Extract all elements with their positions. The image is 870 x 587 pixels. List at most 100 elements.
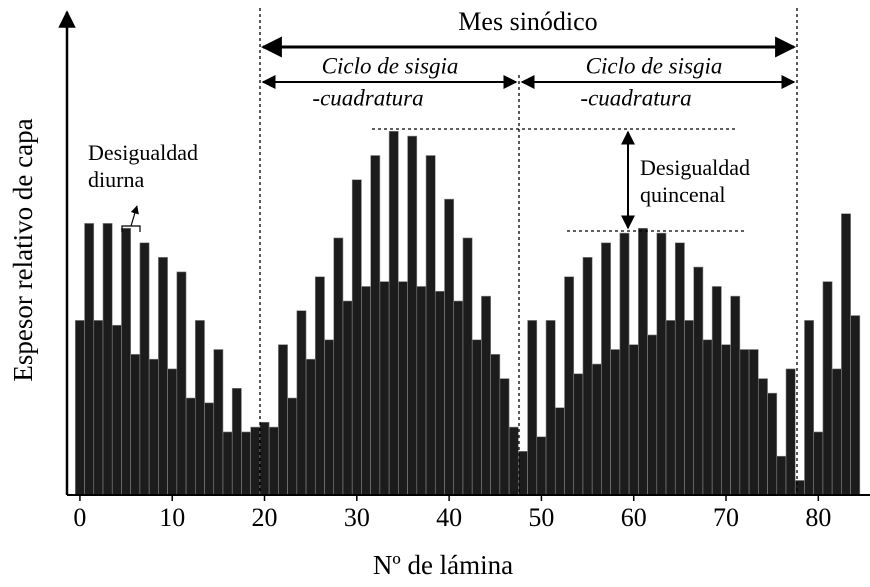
dividers [259,8,798,495]
x-tick-label: 60 [621,503,647,532]
bar [388,130,399,496]
annotation: Desigualdad [88,140,198,165]
bar [490,354,501,496]
bar [278,344,288,496]
x-tick-label: 0 [73,503,86,532]
bar [841,213,851,496]
bar [582,257,593,496]
bar [628,344,639,496]
bar [314,276,325,496]
annotation: Mes sinódico [458,7,597,36]
bar [776,455,787,496]
bar [444,198,455,496]
bar [739,349,750,496]
bar [176,271,187,496]
annotation: quincenal [640,182,726,207]
annotation: -cuadratura [580,85,691,110]
bar [610,349,621,496]
bar [102,223,113,496]
x-tick-label: 50 [528,503,554,532]
bar [508,426,519,496]
bar [674,242,685,496]
bar [93,320,104,496]
bar [370,155,381,496]
bar [379,281,390,496]
annotation: Ciclo de sisgia [586,53,723,78]
bar [665,320,676,496]
bar [185,397,196,496]
bar [111,324,122,496]
x-axis-label: Nº de lámina [373,550,513,580]
bar [702,339,713,496]
bar [398,281,408,496]
annotation: diurna [88,167,144,192]
bar [342,300,353,496]
bar [518,451,528,496]
bar [139,242,150,496]
bar [721,344,731,496]
bar [619,232,630,496]
bar [462,237,473,496]
bar [471,339,482,496]
bar [554,407,565,496]
bar [564,276,575,496]
bar [296,310,307,496]
bar [527,320,538,496]
bar [804,320,814,496]
bar [748,349,759,496]
bar [259,421,270,496]
bar [204,402,215,496]
bar [213,349,224,496]
bar [684,320,695,496]
annotation: -cuadratura [312,85,423,110]
bar [499,378,510,496]
bar [656,232,667,496]
bar [425,155,436,496]
bar [638,227,648,496]
bar [250,426,261,496]
bar [194,320,205,496]
bar [647,334,658,496]
bar [767,392,778,496]
bar [333,237,344,496]
bar [545,320,556,496]
annotation: Desigualdad [640,155,750,180]
bar [407,135,418,496]
bar [130,354,141,496]
bar [822,281,833,496]
bar [84,223,95,496]
arrows [121,36,797,232]
bar [831,368,842,496]
bar [75,320,85,496]
x-tick-label: 70 [713,503,739,532]
bar [121,227,131,496]
bar [573,373,584,496]
bar [453,300,464,496]
bar [730,295,741,496]
annotation: Ciclo de sisgia [322,53,459,78]
bar [711,286,722,496]
bar [351,179,362,496]
bar [167,368,178,496]
bar [785,368,796,496]
bar [158,257,168,496]
x-tick-label: 40 [436,503,462,532]
x-tick-label: 80 [805,503,831,532]
bar [536,436,547,496]
x-tick-label: 30 [344,503,370,532]
x-tick-label: 10 [159,503,185,532]
bars [75,130,861,496]
bar [601,242,611,496]
bar [241,431,251,496]
bar [305,358,316,496]
bar [434,290,445,496]
bar [231,387,242,496]
bar [813,431,824,496]
bar [850,315,861,496]
bar [287,397,298,496]
bar [481,295,491,496]
bar [693,266,704,496]
bar [268,426,279,496]
bar [148,358,159,496]
